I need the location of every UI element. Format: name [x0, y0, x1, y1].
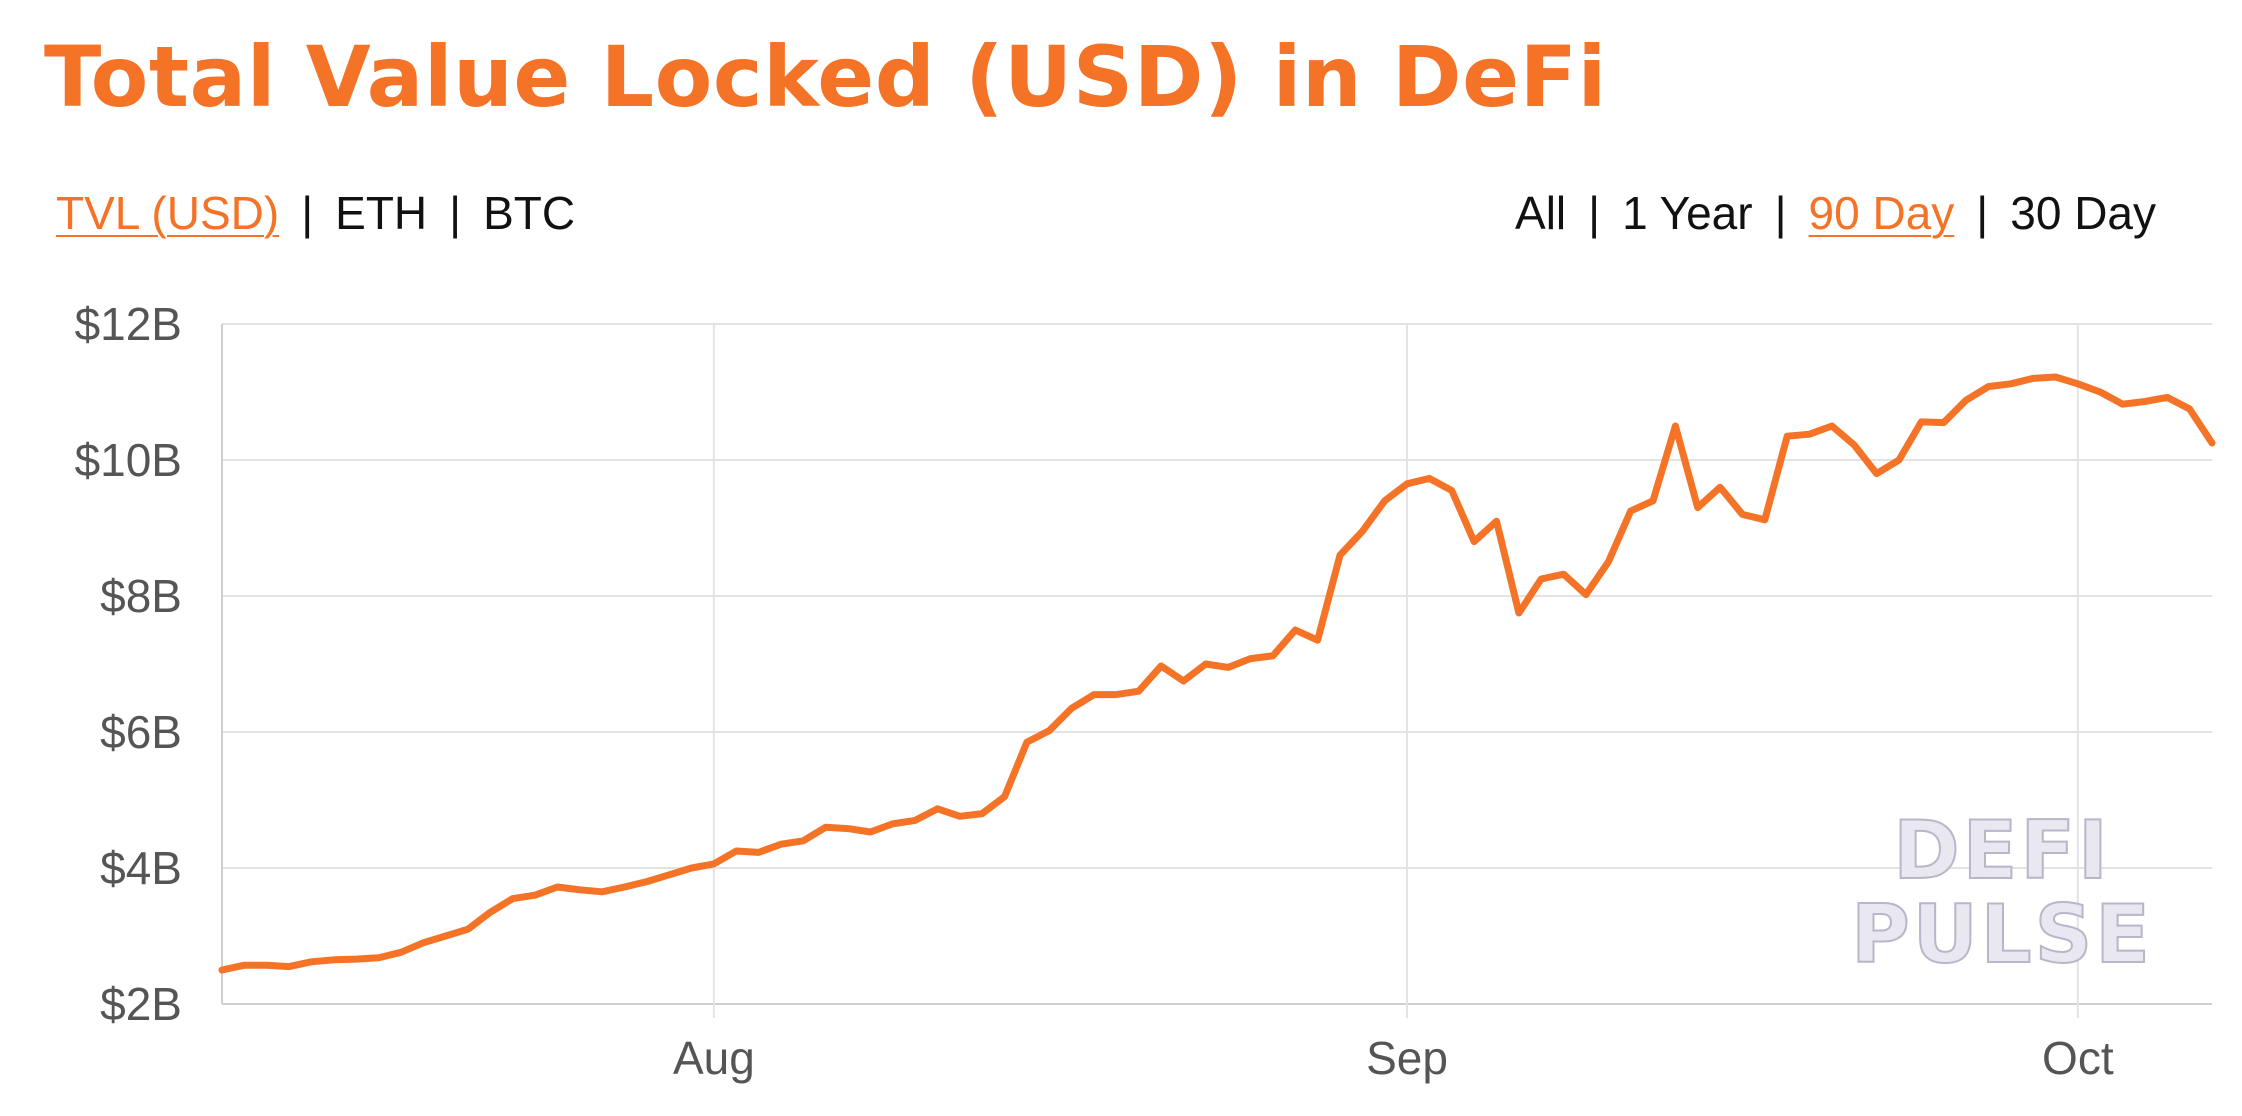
separator: |: [1588, 187, 1601, 239]
range-toggle: All | 1 Year | 90 Day | 30 Day: [1515, 186, 2156, 240]
range-tab-90-day[interactable]: 90 Day: [1808, 187, 1955, 239]
separator: |: [449, 187, 462, 239]
tvl-series-line: [218, 373, 2216, 974]
metric-toggle: TVL (USD) | ETH | BTC: [56, 186, 575, 240]
metric-tab-tvl-usd[interactable]: TVL (USD): [56, 187, 280, 239]
y-tick-label: $6B: [100, 706, 182, 758]
defi-pulse-watermark: DEFI PULSE: [1850, 803, 2153, 982]
separator: |: [1976, 187, 1989, 239]
x-tick-label: Sep: [1366, 1032, 1448, 1084]
x-axis-ticks: Aug Sep Oct: [673, 1032, 2114, 1084]
x-tick-label: Aug: [673, 1032, 755, 1084]
page-title: Total Value Locked (USD) in DeFi: [44, 28, 1607, 126]
y-tick-label: $10B: [75, 434, 182, 486]
range-tab-30-day[interactable]: 30 Day: [2010, 187, 2156, 239]
x-tick-label: Oct: [2042, 1032, 2114, 1084]
grid-lines: [221, 323, 2212, 1018]
watermark-line-2: PULSE: [1851, 888, 2153, 981]
range-tab-1-year[interactable]: 1 Year: [1622, 187, 1753, 239]
metric-tab-eth[interactable]: ETH: [335, 187, 428, 239]
watermark-line-1: DEFI: [1893, 804, 2110, 897]
separator: |: [301, 187, 314, 239]
metric-tab-btc[interactable]: BTC: [483, 187, 576, 239]
y-tick-label: $2B: [100, 978, 182, 1030]
separator: |: [1774, 187, 1787, 239]
y-axis-ticks: $2B $4B $6B $8B $10B $12B: [75, 298, 182, 1030]
series-layer: [218, 373, 2216, 974]
range-tab-all[interactable]: All: [1515, 187, 1567, 239]
y-tick-label: $12B: [75, 298, 182, 350]
y-tick-label: $8B: [100, 570, 182, 622]
y-tick-label: $4B: [100, 842, 182, 894]
